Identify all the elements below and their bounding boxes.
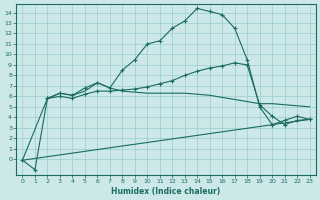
X-axis label: Humidex (Indice chaleur): Humidex (Indice chaleur): [111, 187, 221, 196]
